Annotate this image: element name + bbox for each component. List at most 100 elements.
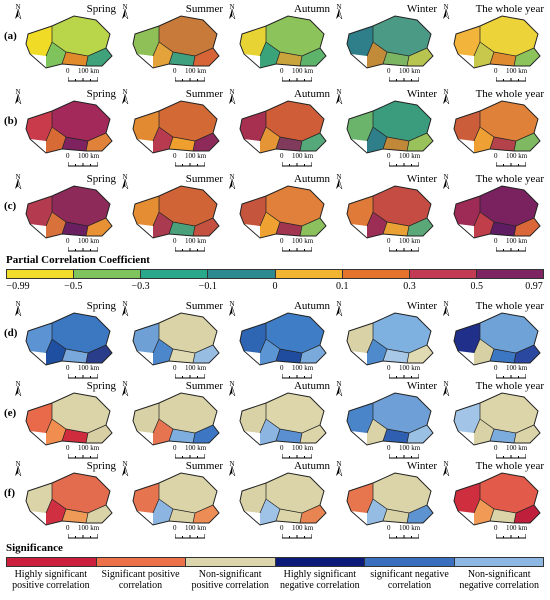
scale-bar: 0 100 km [280, 444, 322, 460]
svg-text:N: N [443, 460, 448, 468]
svg-text:N: N [336, 88, 341, 96]
scale-bar: 0 100 km [173, 67, 215, 83]
map-panel: N Spring 0 100 km [10, 457, 118, 542]
scale-bar: 0 100 km [280, 152, 322, 168]
significance-segment [186, 558, 276, 566]
significance-segment [96, 558, 186, 566]
scale-zero-label: 0 [387, 364, 391, 372]
scale-zero-label: 0 [173, 444, 177, 452]
map-row: (d) N Spring 0 100 km N Summer 0 100 km N Autumn 0 1… [0, 297, 550, 382]
season-label: Spring [86, 380, 116, 392]
scale-distance-label: 100 km [506, 524, 528, 532]
scale-zero-label: 0 [387, 237, 391, 245]
scale-distance-label: 100 km [292, 152, 314, 160]
scale-distance-label: 100 km [292, 444, 314, 452]
svg-text:N: N [15, 460, 20, 468]
colorbar-segment [275, 270, 343, 278]
colorbar-tick-label: 0.5 [470, 281, 484, 292]
row-label: (e) [4, 407, 17, 419]
scale-distance-label: 100 km [506, 364, 528, 372]
scale-bar: 0 100 km [280, 364, 322, 380]
map-row: (b) N Spring 0 100 km N Summer 0 100 km N Autumn 0 1… [0, 85, 550, 170]
scale-zero-label: 0 [494, 444, 498, 452]
map-panel: N Winter 0 100 km [331, 0, 439, 85]
svg-text:N: N [336, 300, 341, 308]
map-panel: N Spring 0 100 km [10, 0, 118, 85]
svg-text:N: N [229, 380, 234, 388]
season-label: Winter [406, 88, 437, 100]
svg-text:N: N [229, 173, 234, 181]
map-panel: N Winter 0 100 km [331, 170, 439, 255]
significance-label: Non-significant negative correlation [459, 569, 540, 591]
scale-zero-label: 0 [66, 524, 70, 532]
scale-bar: 0 100 km [494, 67, 536, 83]
map-panel: N Autumn 0 100 km [224, 0, 332, 85]
season-label: Summer [185, 460, 223, 472]
season-label: The whole year [475, 300, 544, 312]
svg-text:N: N [122, 380, 127, 388]
scale-distance-label: 100 km [78, 364, 100, 372]
scale-bar: 0 100 km [387, 237, 429, 253]
season-label: The whole year [475, 460, 544, 472]
scale-zero-label: 0 [494, 237, 498, 245]
colorbar-tick-label: 0 [272, 281, 278, 292]
svg-text:N: N [122, 3, 127, 11]
scale-bar: 0 100 km [173, 237, 215, 253]
scale-zero-label: 0 [280, 524, 284, 532]
scale-zero-label: 0 [280, 444, 284, 452]
season-label: Spring [86, 88, 116, 100]
season-label: Autumn [293, 88, 330, 100]
scale-zero-label: 0 [387, 67, 391, 75]
colorbar-segment [409, 270, 477, 278]
significance-label: Significant positive correlation [101, 569, 180, 591]
season-label: Summer [185, 380, 223, 392]
row-label: (f) [4, 487, 15, 499]
scale-bar: 0 100 km [66, 524, 108, 540]
map-panel: N Autumn 0 100 km [224, 377, 332, 462]
svg-text:N: N [122, 460, 127, 468]
svg-text:N: N [229, 3, 234, 11]
season-label: Spring [86, 173, 116, 185]
svg-text:N: N [443, 3, 448, 11]
scale-bar: 0 100 km [173, 364, 215, 380]
scale-bar: 0 100 km [66, 237, 108, 253]
scale-zero-label: 0 [173, 237, 177, 245]
significance-segment [365, 558, 455, 566]
scale-distance-label: 100 km [292, 67, 314, 75]
scale-distance-label: 100 km [78, 524, 100, 532]
svg-text:N: N [122, 173, 127, 181]
scale-zero-label: 0 [173, 364, 177, 372]
colorbar-segment [342, 270, 410, 278]
season-label: Winter [406, 3, 437, 15]
season-label: Winter [406, 380, 437, 392]
map-grid-significance: (d) N Spring 0 100 km N Summer 0 100 km N Autumn 0 1… [0, 297, 550, 540]
svg-text:N: N [122, 88, 127, 96]
significance-segment [454, 558, 543, 566]
season-label: Summer [185, 88, 223, 100]
map-panel: N The whole year 0 100 km [438, 297, 546, 382]
scale-zero-label: 0 [280, 67, 284, 75]
map-panel: N Summer 0 100 km [117, 85, 225, 170]
row-label: (d) [4, 327, 18, 339]
colorbar-segment [476, 270, 543, 278]
scale-bar: 0 100 km [387, 67, 429, 83]
scale-distance-label: 100 km [185, 524, 207, 532]
scale-distance-label: 100 km [399, 524, 421, 532]
season-label: Autumn [293, 380, 330, 392]
scale-bar: 0 100 km [387, 152, 429, 168]
partial-correlation-tick-labels: −0.99 −0.5 −0.3 −0.1 0 0.1 0.3 0.5 0.97 [0, 281, 550, 295]
map-row: (c) N Spring 0 100 km N Summer 0 100 km N Autumn 0 1… [0, 170, 550, 255]
scale-distance-label: 100 km [399, 237, 421, 245]
scale-zero-label: 0 [387, 152, 391, 160]
season-label: Winter [406, 300, 437, 312]
scale-bar: 0 100 km [66, 444, 108, 460]
map-panel: N Winter 0 100 km [331, 297, 439, 382]
partial-correlation-colorbar [6, 269, 544, 279]
row-label: (c) [4, 200, 17, 212]
svg-text:N: N [15, 380, 20, 388]
scale-distance-label: 100 km [399, 67, 421, 75]
scale-zero-label: 0 [66, 152, 70, 160]
map-grid-partial-correlation: (a) N Spring 0 100 km N Summer 0 100 km N Autumn 0 1… [0, 0, 550, 255]
colorbar-tick-label: −0.5 [64, 281, 83, 292]
colorbar-tick-label: 0.1 [336, 281, 349, 292]
